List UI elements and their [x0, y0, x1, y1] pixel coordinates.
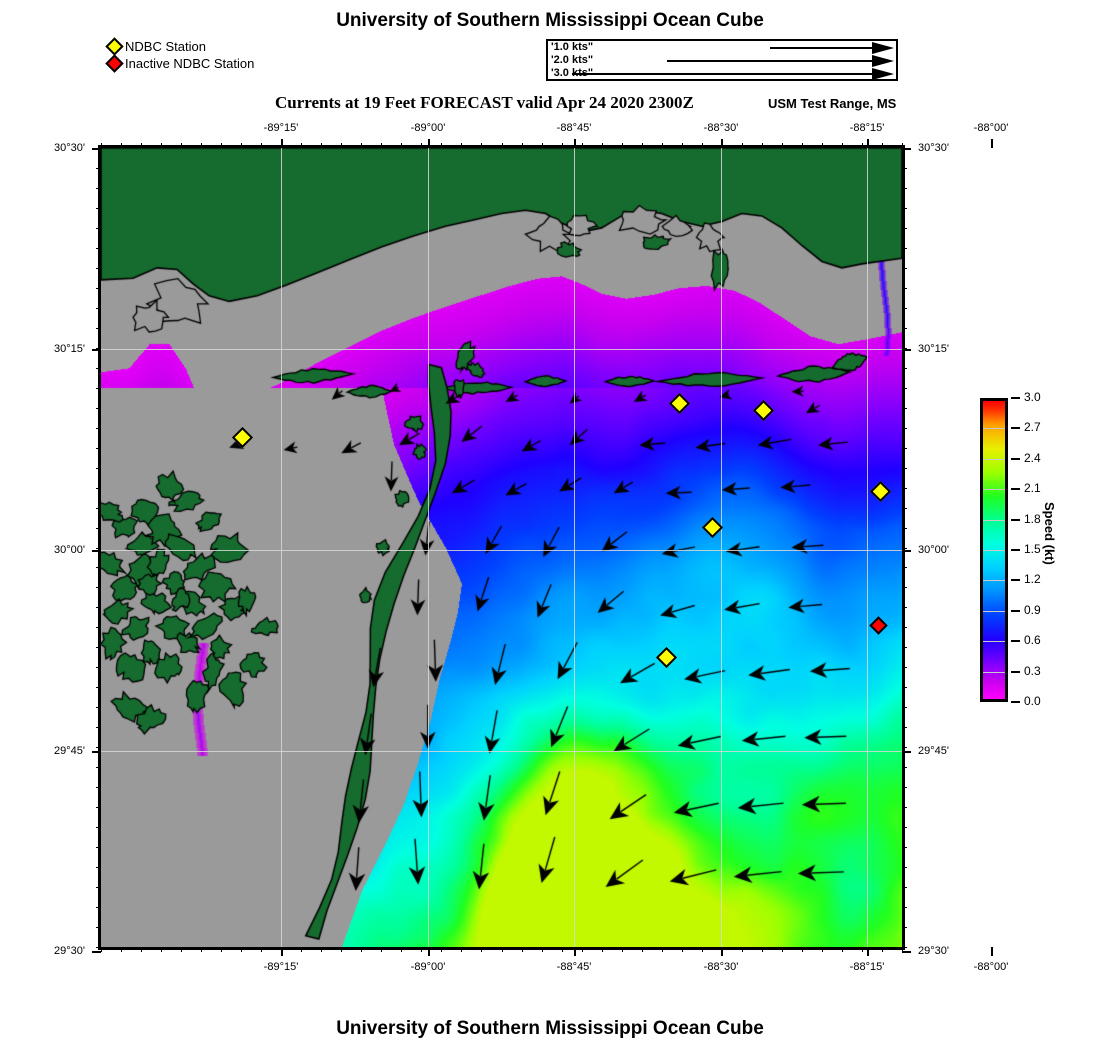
axis-label-x: -88°15'	[849, 122, 885, 134]
axis-label-x: -88°30'	[703, 961, 739, 973]
current-speed-heatmap	[101, 148, 902, 947]
axis-label-y: 29°45'	[54, 745, 85, 757]
axis-label-y: 30°00'	[54, 544, 85, 556]
page-title: University of Southern Mississippi Ocean…	[336, 10, 764, 31]
colorbar-title: Speed (kt)	[1042, 502, 1057, 565]
colorbar-tick-label: 0.6	[1024, 633, 1041, 648]
axis-label-x: -88°45'	[556, 122, 592, 134]
axis-label-y: 30°15'	[54, 343, 85, 355]
axis-label-y: 30°30'	[918, 142, 949, 154]
axis-label-x: -88°45'	[556, 961, 592, 973]
colorbar-tick-label: 1.8	[1024, 511, 1041, 526]
axis-label-y: 30°30'	[54, 142, 85, 154]
inactive-ndbc-station-diamond-icon	[105, 54, 124, 73]
axis-label-y: 30°00'	[918, 544, 949, 556]
gridline-vertical	[281, 148, 282, 947]
vector-scale-row-3: '3.0 kts"	[548, 67, 896, 80]
colorbar-gridline	[983, 550, 1005, 551]
gridline-horizontal	[101, 349, 902, 350]
colorbar-tick	[1011, 549, 1020, 551]
colorbar-tick-label: 1.5	[1024, 542, 1041, 556]
colorbar-gridline	[983, 641, 1005, 643]
legend-item-ndbc-station: NDBC Station	[105, 37, 254, 56]
legend-label-inactive: Inactive NDBC Station	[125, 56, 255, 71]
gridline-vertical	[867, 148, 868, 947]
colorbar-tick-label: 1.2	[1024, 572, 1041, 587]
axis-tick-y	[902, 951, 911, 953]
colorbar-tick-label: 0.9	[1024, 602, 1041, 617]
gridline-horizontal	[101, 550, 902, 551]
axis-tick-x	[991, 947, 993, 956]
vector-scale-label-2: '2.0 kts"	[551, 54, 594, 66]
colorbar-tick-label: 3.0	[1024, 390, 1041, 404]
vector-scale-shaft-2	[667, 60, 872, 62]
axis-label-x: -88°00'	[973, 961, 1009, 973]
axis-label-y: 29°45'	[918, 745, 949, 757]
colorbar-tick	[1011, 609, 1020, 612]
colorbar-tick	[1011, 427, 1020, 430]
colorbar-tick-label: 2.7	[1024, 420, 1041, 435]
footer-title: University of Southern Mississippi Ocean…	[336, 1018, 764, 1039]
gridline-vertical	[574, 148, 575, 947]
colorbar-tick-label: 2.4	[1024, 450, 1041, 465]
axis-label-x: -89°15'	[263, 961, 299, 973]
axis-label-x: -88°30'	[703, 122, 739, 134]
colorbar-tick-label: 0.0	[1024, 694, 1041, 708]
vector-scale-shaft-3	[572, 73, 872, 75]
colorbar-tick	[1011, 640, 1020, 643]
colorbar-tick	[1011, 457, 1020, 460]
colorbar-tick-label: 2.1	[1024, 481, 1041, 496]
colorbar-gridline	[983, 671, 1005, 673]
colorbar-gridline	[983, 489, 1005, 491]
map-plot-area[interactable]	[98, 145, 905, 950]
vector-scale-arrowhead-icon-3	[872, 68, 894, 80]
colorbar-tick	[1011, 701, 1020, 703]
axis-label-y: 30°15'	[918, 343, 949, 355]
colorbar-gridline	[983, 428, 1005, 430]
gridline-vertical	[721, 148, 722, 947]
gridline-vertical	[428, 148, 429, 947]
colorbar-tick	[1011, 488, 1020, 491]
axis-label-x: -89°00'	[410, 122, 446, 134]
ndbc-station-diamond-icon	[105, 37, 124, 56]
region-label: USM Test Range, MS	[768, 96, 897, 111]
vector-scale-label-1: '1.0 kts"	[551, 41, 594, 53]
legend-label-active: NDBC Station	[125, 39, 206, 54]
colorbar-gridline	[983, 519, 1005, 521]
colorbar-tick	[1011, 518, 1020, 521]
colorbar-tick-label: 0.3	[1024, 663, 1041, 678]
vector-scale-row-2: '2.0 kts"	[548, 54, 896, 67]
colorbar-tick	[1011, 579, 1020, 582]
colorbar-gridline	[983, 610, 1005, 612]
colorbar-tick	[1011, 397, 1020, 399]
axis-tick-x	[991, 139, 993, 148]
colorbar-tick	[1011, 670, 1020, 673]
legend-item-inactive-ndbc-station: Inactive NDBC Station	[105, 54, 255, 73]
axis-label-x: -89°15'	[263, 122, 299, 134]
vector-scale-arrowhead-icon-2	[872, 55, 894, 67]
vector-scale-key: '1.0 kts" '2.0 kts" '3.0 kts"	[546, 39, 898, 81]
axis-tick-y	[92, 951, 101, 953]
vector-scale-shaft-1	[770, 47, 872, 49]
axis-label-y: 29°30'	[918, 945, 949, 957]
axis-label-y: 29°30'	[54, 945, 85, 957]
colorbar-gridline	[983, 458, 1005, 460]
axis-label-x: -89°00'	[410, 961, 446, 973]
axis-label-x: -88°15'	[849, 961, 885, 973]
colorbar-gridline	[983, 580, 1005, 582]
axis-label-x: -88°00'	[973, 122, 1009, 134]
vector-scale-row-1: '1.0 kts"	[548, 41, 896, 54]
vector-scale-arrowhead-icon-1	[872, 42, 894, 54]
station-legend: NDBC Station Inactive NDBC Station	[105, 37, 255, 73]
chart-subtitle: Currents at 19 Feet FORECAST valid Apr 2…	[275, 93, 694, 112]
gridline-horizontal	[101, 751, 902, 752]
